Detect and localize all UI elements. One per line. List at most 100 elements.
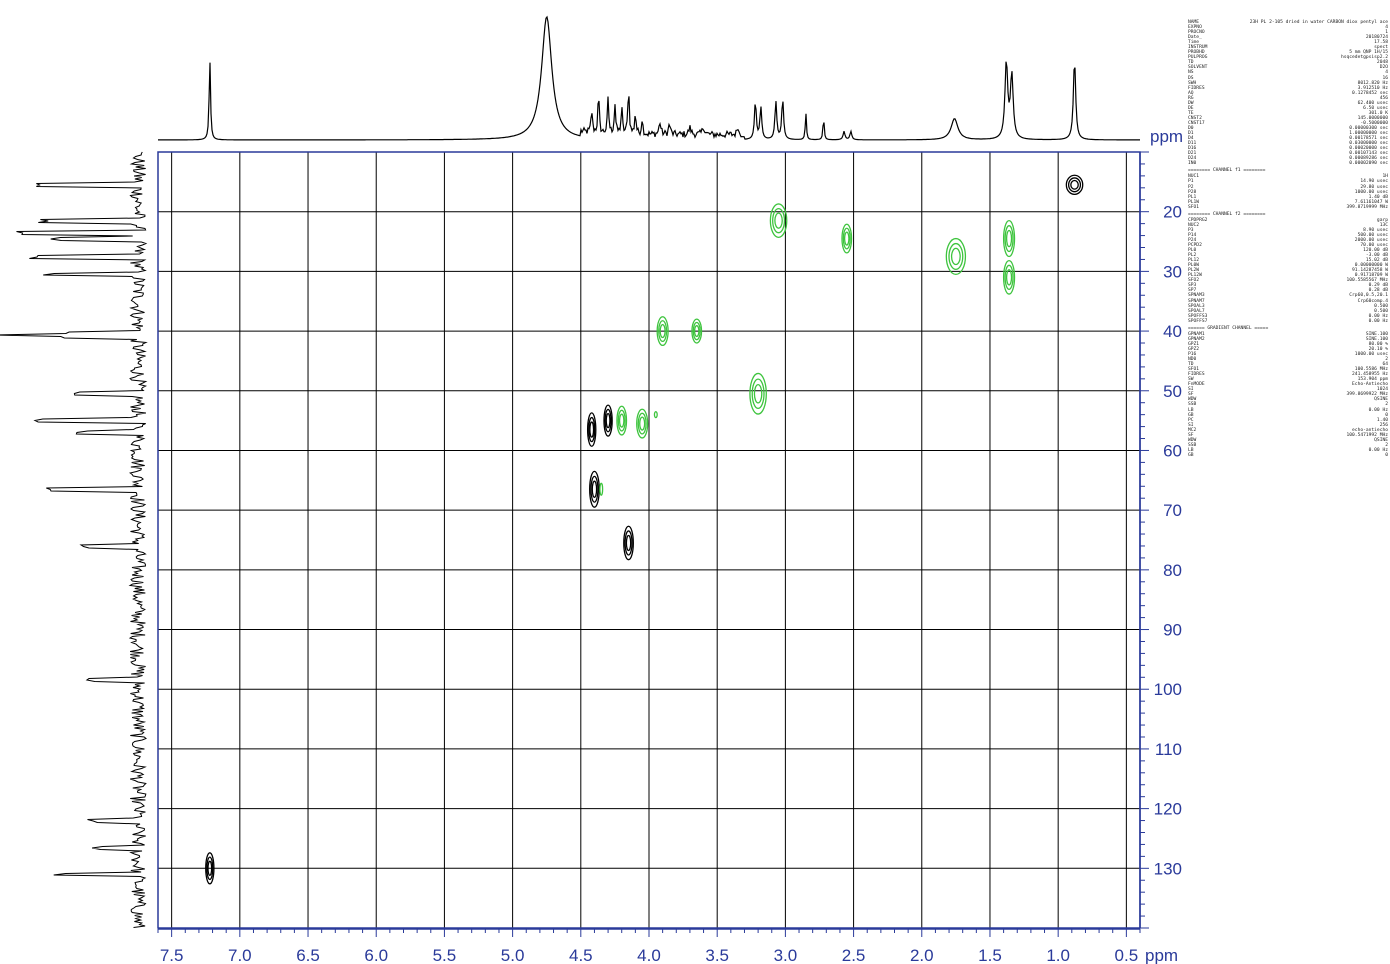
param-row: SSB 2: [1188, 443, 1388, 448]
param-value: 8012.820 Hz: [1357, 80, 1388, 86]
param-value: spect: [1374, 45, 1388, 51]
param-key: LB: [1188, 447, 1194, 453]
param-row: P3 8.90 usec: [1188, 228, 1388, 233]
cross-peak: [623, 525, 634, 561]
param-row: D1 1.00000000 sec: [1188, 131, 1388, 136]
param-value: 256: [1379, 422, 1388, 428]
param-row: Date_ 20180724: [1188, 35, 1388, 40]
param-row: SPNAM3 Crp60,0.5,20.1: [1188, 293, 1388, 298]
param-value: 16: [1382, 75, 1388, 81]
param-value: 0: [1385, 412, 1388, 418]
param-value: 1.40: [1376, 417, 1388, 423]
contour-level: [617, 409, 626, 432]
param-value: SINE.100: [1365, 336, 1388, 342]
param-key: ND0: [1188, 357, 1197, 363]
param-value: 120.00 dB: [1363, 248, 1388, 254]
param-value: 0.00178571 sec: [1349, 136, 1388, 142]
param-value: 0.1278452 sec: [1352, 90, 1388, 96]
y-axis-tick-label: 110: [1155, 740, 1182, 759]
param-row: P2 29.80 usec: [1188, 185, 1388, 190]
param-value: 23H PL 2-105 dried in water CARBON diox …: [1249, 20, 1388, 25]
x-axis-tick-label: 3.0: [774, 946, 798, 964]
param-row: PC 1.40: [1188, 418, 1388, 423]
param-value: 13C: [1379, 222, 1388, 228]
x-axis-tick-label: 7.5: [160, 946, 184, 964]
cross-peak: [945, 237, 967, 276]
contour-level: [206, 856, 214, 881]
param-row: AQ 0.1278452 sec: [1188, 91, 1388, 96]
param-value: 2: [1385, 402, 1388, 408]
param-value: 4: [1385, 25, 1388, 31]
param-key: PC: [1188, 417, 1194, 423]
param-row: PL12 15.02 dB: [1188, 258, 1388, 263]
param-key: GB: [1188, 452, 1194, 458]
param-key: SPNAM3: [1188, 293, 1205, 299]
contour-level: [692, 321, 701, 341]
param-value: 0: [1385, 452, 1388, 458]
param-row: PL2W 91.14287458 W: [1188, 268, 1388, 273]
param-value: 0.00000300 sec: [1349, 125, 1388, 131]
contour-level: [693, 325, 700, 338]
cross-peak: [653, 411, 658, 419]
x-axis-tick-label: 2.5: [842, 946, 866, 964]
contour-level: [588, 416, 596, 443]
param-key: D11: [1188, 141, 1197, 147]
param-value: 145.0000000: [1357, 115, 1388, 121]
param-key: PCPD2: [1188, 243, 1202, 249]
cross-peak: [589, 470, 600, 508]
param-row: PROBHD 5 mm QNP 1H/15: [1188, 50, 1388, 55]
param-value: 399.8699922 MHz: [1346, 392, 1389, 398]
x-axis-tick-label: 0.5: [1115, 946, 1139, 964]
param-key: P28: [1188, 189, 1197, 195]
y-axis-tick-label: 120: [1154, 800, 1182, 819]
cross-peak: [1002, 259, 1016, 295]
param-row: PCPD2 70.00 usec: [1188, 243, 1388, 248]
param-row: WDW QSINE: [1188, 438, 1388, 443]
param-row: CPDPRG2 garp: [1188, 218, 1388, 223]
param-row: FnMODE Echo-Antiecho: [1188, 382, 1388, 387]
param-key: PL2: [1188, 253, 1197, 259]
param-key: D4: [1188, 136, 1194, 142]
param-value: 14.90 usec: [1360, 179, 1388, 185]
param-key: D24: [1188, 156, 1197, 162]
param-row: IN0 0.00002090 sec: [1188, 161, 1388, 166]
param-row: INSTRUM spect: [1188, 45, 1388, 50]
cross-peak: [616, 405, 628, 436]
c13-projection-trace: [0, 151, 148, 928]
param-row: SFO2 100.5585567 MHz: [1188, 278, 1388, 283]
param-value: -3.00 dB: [1365, 253, 1388, 259]
param-key: P2: [1188, 184, 1194, 190]
contour-level: [1005, 229, 1013, 248]
param-value: 241.458955 Hz: [1352, 372, 1388, 378]
param-key: NUC2: [1188, 222, 1200, 228]
param-value: SINE.100: [1365, 331, 1388, 337]
param-key: SPOAL7: [1188, 308, 1205, 314]
param-key: SI: [1188, 387, 1194, 393]
param-section-title: ======== CHANNEL f1 ========: [1188, 168, 1266, 174]
param-row: SWH 8012.820 Hz: [1188, 81, 1388, 86]
param-row: PL1 1.40 dB: [1188, 195, 1388, 200]
param-value: 29.80 usec: [1360, 184, 1388, 190]
param-section-title: ====== GRADIENT CHANNEL =====: [1188, 325, 1269, 331]
contour-level: [636, 408, 649, 439]
param-key: NS: [1188, 70, 1194, 76]
x-axis-tick-label: 1.5: [978, 946, 1002, 964]
param-row: NUC2 13C: [1188, 223, 1388, 228]
param-row: P28 1000.00 usec: [1188, 190, 1388, 195]
param-key: NAME: [1188, 20, 1200, 25]
param-value: 1000.00 usec: [1354, 352, 1388, 357]
param-key: PL0: [1188, 248, 1197, 254]
param-key: SFO2: [1188, 278, 1200, 284]
y-axis-tick-label: 20: [1163, 203, 1182, 222]
y-axis-tick-label: 90: [1163, 621, 1182, 640]
param-key: AQ: [1188, 90, 1194, 96]
param-value: hsqcedetgpsisp2.2: [1340, 55, 1388, 61]
param-row: RG 456: [1188, 96, 1388, 101]
param-row: GB 0: [1188, 413, 1388, 418]
param-key: SFO1: [1188, 367, 1200, 373]
contour-level: [589, 470, 600, 508]
param-value: 399.8719999 MHz: [1346, 204, 1389, 210]
param-value: 64: [1382, 362, 1388, 368]
param-key: PL0W: [1188, 263, 1200, 269]
param-row: PROCNO 1: [1188, 30, 1388, 35]
